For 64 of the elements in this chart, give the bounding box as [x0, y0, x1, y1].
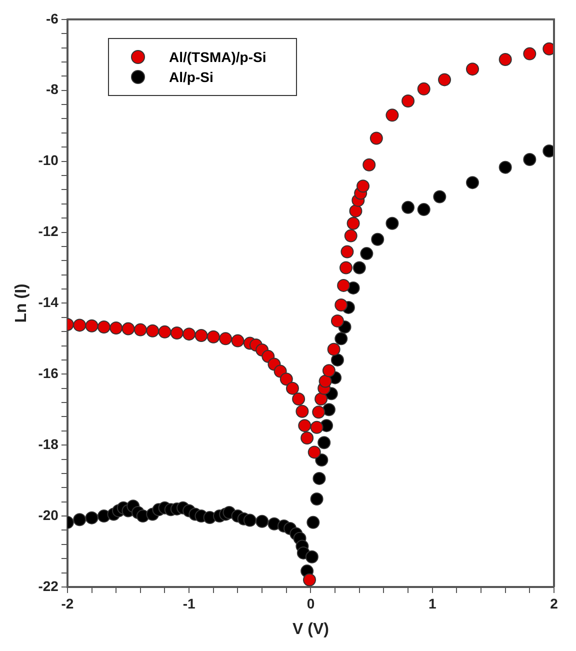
y-tick-label: -18 — [38, 436, 59, 452]
point — [219, 332, 232, 346]
point — [134, 323, 147, 336]
point — [194, 328, 208, 342]
point — [73, 318, 86, 332]
point — [310, 420, 324, 434]
legend-label: Al/p-Si — [169, 68, 214, 87]
point — [349, 204, 362, 218]
point — [97, 320, 110, 334]
point — [170, 326, 184, 340]
point — [110, 322, 123, 335]
point — [402, 94, 415, 108]
point — [300, 432, 314, 445]
point — [334, 298, 348, 312]
x-axis-title: V (V) — [292, 620, 329, 638]
point — [327, 342, 340, 356]
x-tick-label: 2 — [550, 595, 558, 612]
x-tick-label: -1 — [182, 595, 196, 612]
y-tick-label: -14 — [38, 294, 59, 310]
y-tick-label: -20 — [38, 506, 59, 523]
point — [303, 573, 316, 586]
x-tick-label: 0 — [306, 595, 315, 612]
y-tick-label: -22 — [38, 578, 59, 594]
point — [158, 325, 172, 338]
point — [231, 334, 244, 348]
y-tick-label: -6 — [46, 10, 59, 26]
y-tick-label: -8 — [46, 81, 59, 98]
point — [386, 108, 399, 122]
point — [330, 314, 344, 328]
legend-label: Al/(TSMA)/p-Si — [169, 48, 266, 67]
point — [298, 419, 312, 432]
point — [280, 372, 293, 386]
point — [182, 328, 196, 341]
point — [318, 374, 332, 388]
point — [312, 406, 326, 419]
point — [344, 229, 358, 242]
point — [370, 132, 383, 145]
point — [206, 330, 220, 344]
point — [85, 319, 98, 332]
x-tick-label: -2 — [61, 595, 74, 612]
point — [308, 446, 321, 459]
point — [337, 278, 350, 292]
x-tick-label: 1 — [428, 595, 436, 612]
point — [466, 62, 479, 76]
point — [322, 364, 336, 378]
point — [498, 52, 512, 66]
point — [296, 404, 309, 418]
point — [339, 261, 352, 274]
point — [346, 216, 360, 230]
point — [438, 73, 452, 86]
point — [356, 180, 370, 193]
point — [340, 245, 354, 258]
point — [523, 47, 536, 60]
y-tick-label: -12 — [38, 223, 59, 240]
point — [292, 392, 306, 406]
point — [362, 158, 376, 172]
point — [122, 322, 135, 336]
point — [286, 382, 299, 395]
point — [146, 324, 160, 338]
point — [417, 82, 430, 96]
y-axis-title: Ln (I) — [13, 284, 30, 323]
y-tick-label: -10 — [38, 152, 59, 168]
point — [314, 392, 328, 406]
y-tick-label: -16 — [38, 365, 59, 382]
